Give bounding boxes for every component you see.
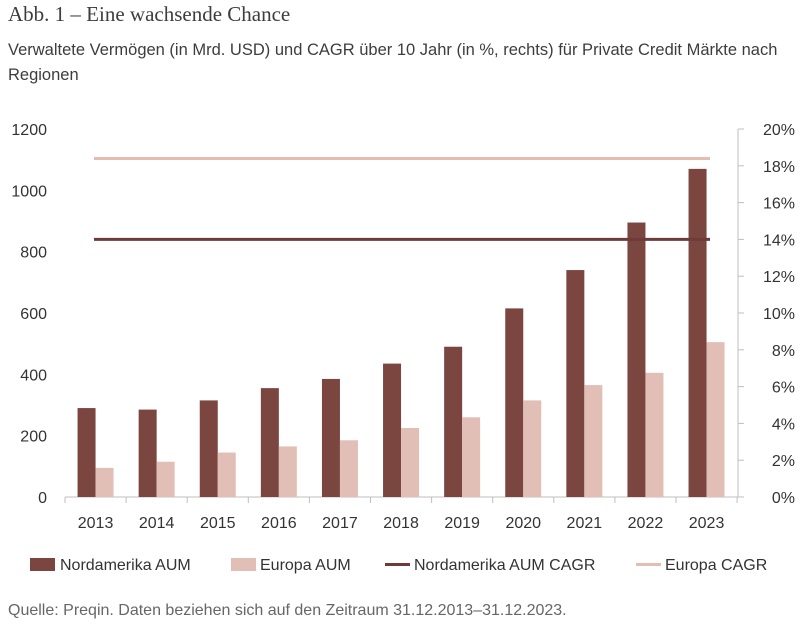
bar-europa-aum [156,461,175,497]
bar-europa-aum [339,440,358,497]
bar-europa-aum [278,446,297,497]
legend-label: Europa CAGR [665,557,767,574]
right-tick-label: 4% [772,416,795,433]
bar-nordamerika-aum [627,222,646,498]
bar-nordamerika-aum [444,346,463,497]
left-tick-label: 800 [20,245,47,262]
right-tick-label: 16% [763,196,795,213]
right-tick-label: 6% [772,380,795,397]
chart: 0 200 400 600 800 1000 1200 0% 2% 4% 6% 8% 10% 12% 14%… [11,122,795,574]
x-tick-label: 2022 [628,515,664,532]
x-tick-label: 2013 [78,515,114,532]
bar-europa-aum [217,452,236,497]
legend-swatch [30,558,55,571]
bar-europa-aum [95,467,114,497]
x-tick-label: 2015 [200,515,236,532]
x-tick-label: 2021 [567,515,603,532]
bar-nordamerika-aum [688,168,707,497]
chart-title: Abb. 1 – Eine wachsende Chance [8,2,291,26]
right-tick-label: 10% [763,306,795,323]
bar-nordamerika-aum [505,308,524,497]
right-tick-label: 8% [772,343,795,360]
bar-nordamerika-aum [566,270,585,497]
chart-subtitle: Verwaltete Vermögen (in Mrd. USD) und CA… [8,41,778,84]
left-tick-label: 1000 [11,183,47,200]
bar-nordamerika-aum [77,408,96,497]
right-tick-label: 18% [763,159,795,176]
left-tick-label: 400 [20,367,47,384]
left-tick-label: 600 [20,306,47,323]
bar-europa-aum [584,385,603,497]
x-tick-label: 2014 [139,515,175,532]
right-tick-label: 12% [763,269,795,286]
right-tick-label: 2% [772,453,795,470]
x-tick-label: 2018 [383,515,419,532]
x-tick-label: 2020 [505,515,541,532]
right-tick-label: 20% [763,122,795,139]
bar-europa-aum [706,342,725,497]
right-tick-label: 14% [763,232,795,249]
x-tick-label: 2023 [689,515,725,532]
x-tick-label: 2016 [261,515,297,532]
left-tick-label: 0 [38,490,47,507]
source-note: Quelle: Preqin. Daten beziehen sich auf … [8,602,567,619]
x-tick-label: 2017 [322,515,358,532]
bar-nordamerika-aum [138,409,157,497]
x-tick-label: 2019 [444,515,480,532]
bar-europa-aum [401,428,420,497]
legend-swatch [231,558,256,571]
bar-europa-aum [462,417,481,497]
bar-europa-aum [645,372,664,497]
left-tick-label: 200 [20,429,47,446]
legend-label: Europa AUM [260,557,351,574]
right-tick-label: 0% [772,490,795,507]
left-tick-label: 1200 [11,122,47,139]
bar-nordamerika-aum [383,363,402,497]
bar-nordamerika-aum [199,400,218,497]
legend-label: Nordamerika AUM [60,557,191,574]
bar-nordamerika-aum [321,378,340,497]
bar-europa-aum [523,400,542,497]
legend-label: Nordamerika AUM CAGR [414,557,595,574]
bar-nordamerika-aum [260,388,279,497]
